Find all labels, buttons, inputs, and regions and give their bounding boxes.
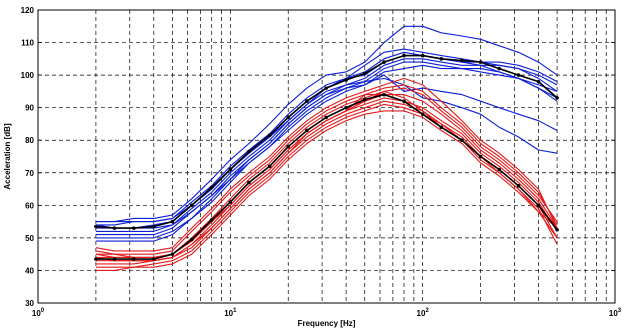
mean-series-marker <box>132 257 136 261</box>
mean-series-marker <box>536 203 541 208</box>
mean-series-marker <box>497 66 502 71</box>
blue-series-line <box>95 77 558 223</box>
mean-series-marker <box>305 128 309 133</box>
mean-series-marker <box>286 115 291 120</box>
mean-series-marker <box>420 53 425 58</box>
x-axis-label: Frequency [Hz] <box>298 319 356 328</box>
mean-series-marker <box>536 79 541 84</box>
x-tick-label: 101 <box>224 308 237 318</box>
mean-series-marker <box>189 203 194 208</box>
mean-series-marker <box>305 99 309 103</box>
x-tick-label: 100 <box>32 308 45 318</box>
mean-series-marker <box>362 97 367 102</box>
blue-series-line <box>95 74 558 229</box>
mean-series-marker <box>420 112 425 116</box>
mean-series-marker <box>170 219 175 224</box>
mean-series-marker <box>247 180 251 185</box>
x-tick-label: 102 <box>417 308 430 318</box>
ticks: 30 40 50 60 70 80 90 100 110 120 100 101 102 103 <box>21 6 622 318</box>
mean-series-marker <box>228 200 233 204</box>
blue-series-line <box>95 61 558 239</box>
mean-series-marker <box>170 252 175 256</box>
red-series-line <box>95 100 558 265</box>
mean-series-marker <box>460 138 464 143</box>
series-layer <box>94 25 559 271</box>
mean-series-marker <box>228 167 233 172</box>
mean-series-marker <box>344 105 348 110</box>
y-tick-label: 70 <box>25 169 34 178</box>
mean-series-marker <box>478 60 483 64</box>
mean-series-marker <box>382 60 386 64</box>
mean-series-marker <box>94 224 98 229</box>
mean-series-marker <box>94 257 98 261</box>
mean-series-marker <box>267 164 272 169</box>
red-series-line <box>95 97 558 262</box>
mean-series-marker <box>516 184 521 188</box>
y-tick-label: 100 <box>21 71 35 80</box>
red-series-line <box>95 103 558 268</box>
y-tick-label: 60 <box>25 201 34 210</box>
blue-series-line <box>95 64 558 242</box>
mean-series-marker <box>324 86 328 90</box>
mean-series-marker <box>344 78 348 82</box>
mean-series-marker <box>151 257 156 261</box>
mean-series-marker <box>247 149 251 154</box>
mean-series-marker <box>209 185 214 190</box>
y-tick-label: 50 <box>25 234 34 243</box>
mean-series-marker <box>439 57 444 61</box>
y-axis-label: Acceleration [dB] <box>3 123 12 190</box>
mean-series-marker <box>267 133 272 138</box>
mean-series-marker <box>324 115 328 120</box>
mean-series-marker <box>439 125 444 129</box>
mean-series-marker <box>516 73 521 77</box>
plot-frame <box>37 9 616 304</box>
y-tick-label: 40 <box>25 266 34 275</box>
y-tick-label: 80 <box>25 136 34 145</box>
y-tick-label: 120 <box>21 6 35 15</box>
x-tick-label: 103 <box>609 308 622 318</box>
mean-series-marker <box>151 224 156 229</box>
mean-series-marker <box>555 227 559 232</box>
mean-series-marker <box>478 154 483 159</box>
mean-series-marker <box>132 226 136 230</box>
mean-series-marker <box>112 226 117 230</box>
red-series-line <box>95 110 558 271</box>
mean-series-marker <box>460 58 464 63</box>
mean-series-marker <box>402 99 406 103</box>
mean-series-marker <box>189 237 194 242</box>
y-tick-label: 90 <box>25 104 34 113</box>
mean-series-marker <box>555 96 559 100</box>
mean-series-marker <box>362 71 367 76</box>
mean-series-marker <box>209 218 214 222</box>
y-tick-label: 110 <box>21 39 34 48</box>
y-tick-label: 30 <box>25 299 34 308</box>
blue-series-line <box>95 25 558 223</box>
red-series-line <box>95 84 558 255</box>
mean-series-marker <box>402 53 406 58</box>
mean-series-marker <box>286 144 291 149</box>
mean-series-marker <box>382 92 386 97</box>
red-series-line <box>95 77 558 252</box>
mean-series-marker <box>497 167 502 172</box>
mean-series-line <box>95 54 558 229</box>
mean-series-marker <box>112 257 117 261</box>
